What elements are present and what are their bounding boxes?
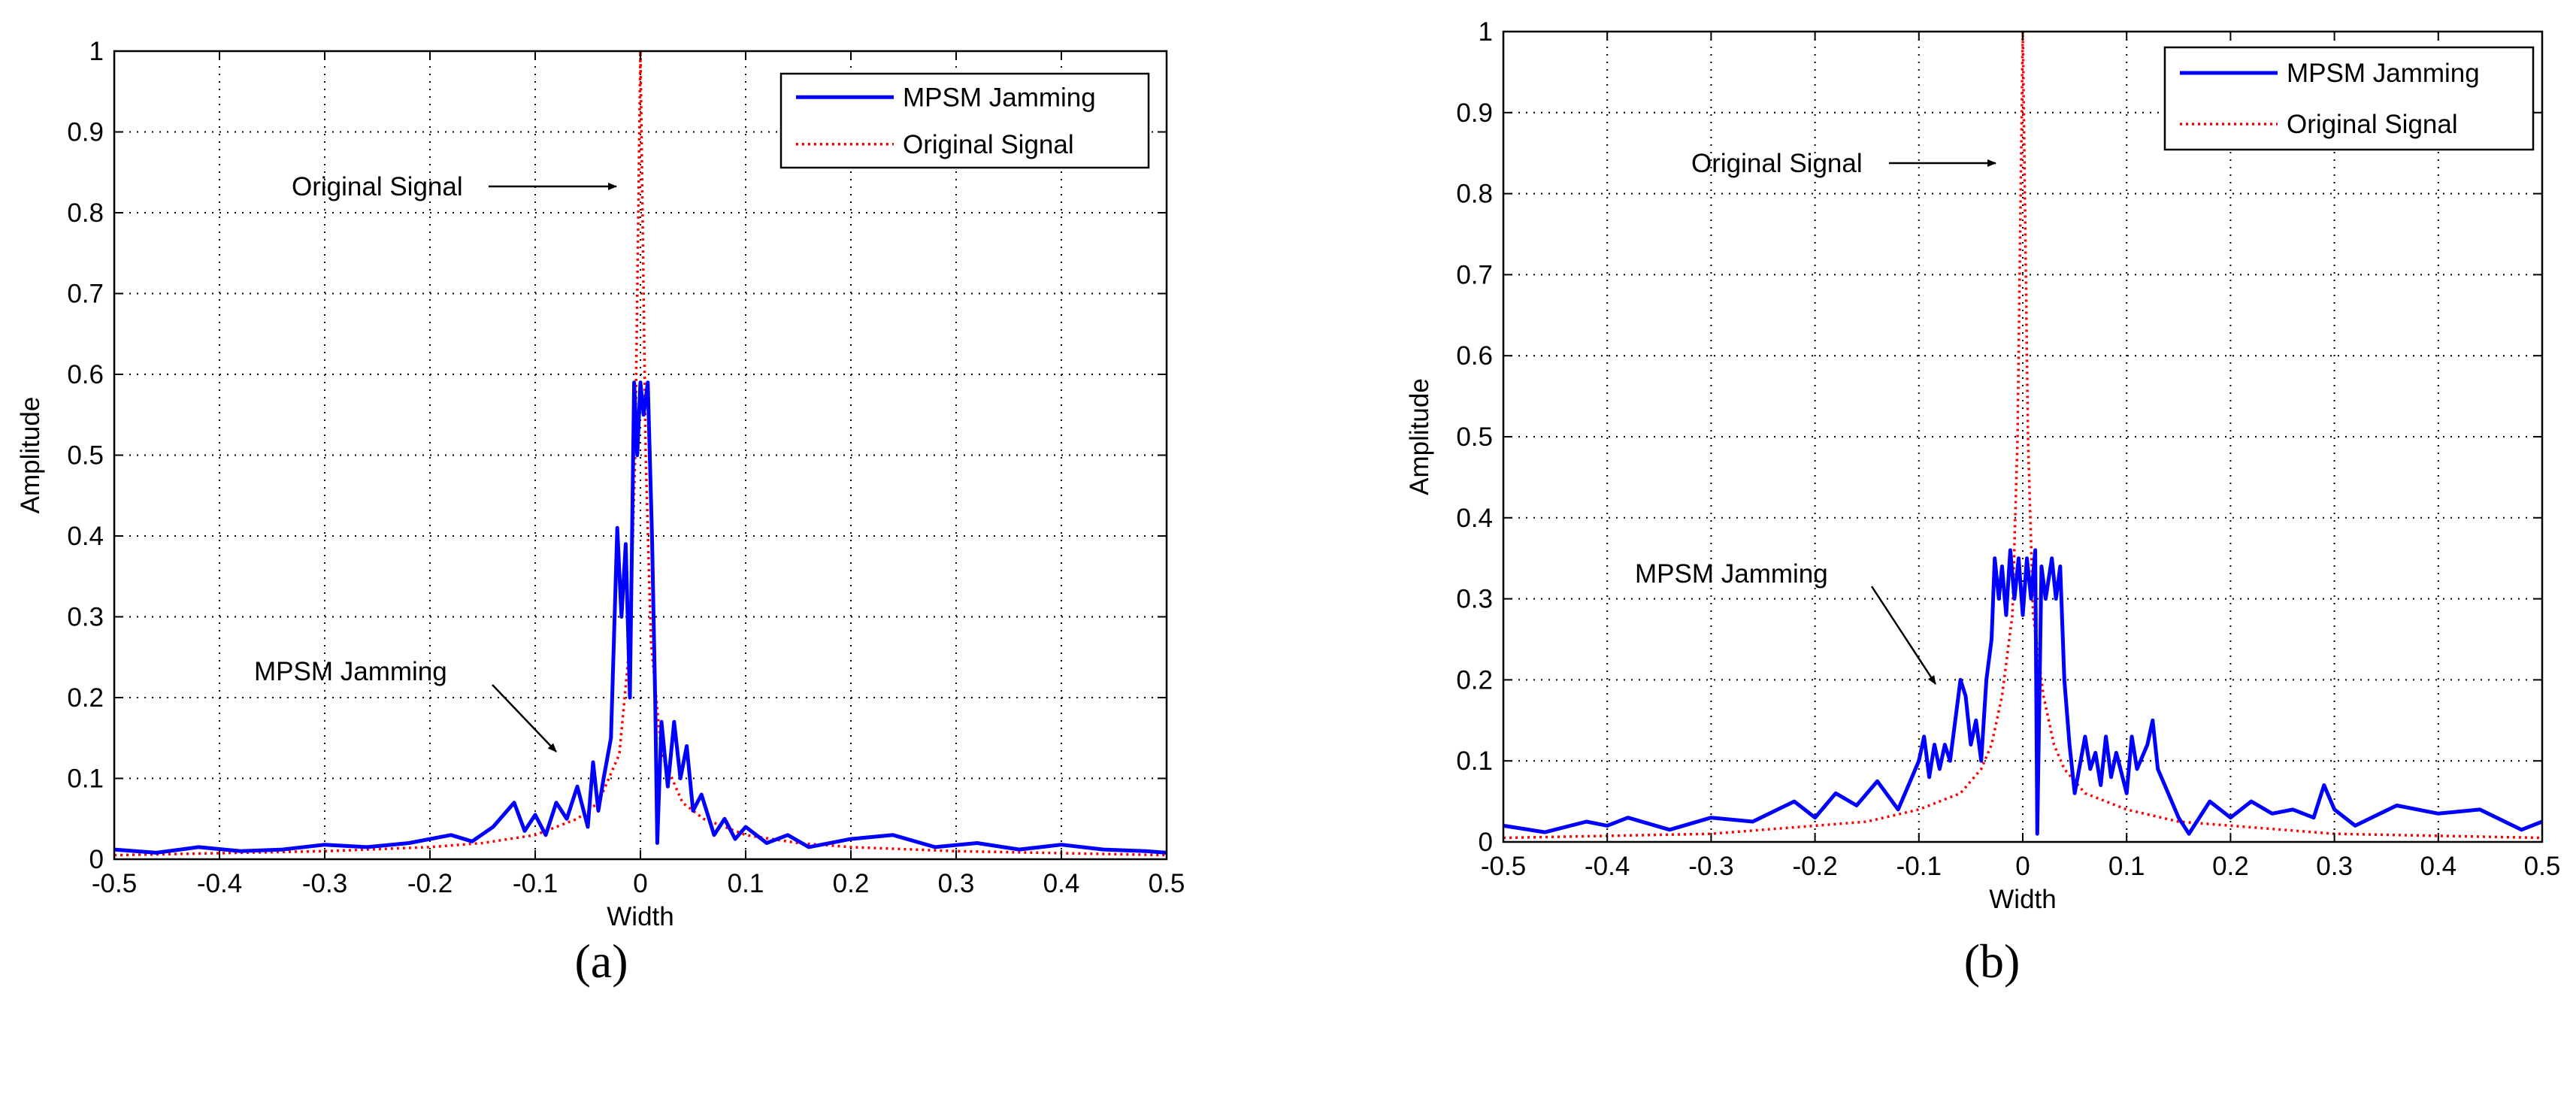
annotation-arrow: [492, 684, 557, 752]
y-tick-label: 1: [89, 37, 104, 66]
y-tick-label: 0.1: [1456, 746, 1493, 776]
y-tick-label: 0.9: [67, 118, 104, 147]
x-tick-label: -0.5: [1481, 852, 1526, 881]
y-tick-label: 0.3: [67, 603, 104, 632]
y-tick-label: 0.6: [1456, 341, 1493, 371]
x-tick-label: 0.3: [2316, 852, 2353, 881]
y-tick-label: 0.3: [1456, 585, 1493, 614]
x-tick-label: 0.2: [833, 869, 870, 898]
x-tick-label: 0: [2015, 852, 2030, 881]
legend-label: MPSM Jamming: [2287, 59, 2480, 88]
legend-label: Original Signal: [903, 130, 1074, 159]
y-tick-label: 0.5: [67, 441, 104, 471]
x-tick-label: -0.1: [1896, 852, 1942, 881]
y-tick-label: 0.5: [1456, 422, 1493, 452]
x-axis-label: Width: [1989, 885, 2056, 914]
legend-label: Original Signal: [2287, 110, 2458, 139]
y-axis-label: Amplitude: [16, 397, 45, 514]
y-tick-label: 0.4: [1456, 504, 1493, 533]
y-tick-label: 0.6: [67, 360, 104, 389]
legend: MPSM Jamming Original Signal: [779, 72, 1150, 169]
x-tick-label: -0.1: [513, 869, 558, 898]
y-tick-label: 0.4: [67, 522, 104, 551]
x-tick-label: -0.2: [407, 869, 453, 898]
y-tick-label: 0.8: [1456, 180, 1493, 209]
legend-box: [2163, 46, 2535, 151]
y-tick-label: 0.7: [67, 280, 104, 309]
x-tick-label: -0.4: [197, 869, 242, 898]
y-tick-label: 0.7: [1456, 260, 1493, 289]
x-axis-label: Width: [607, 902, 674, 931]
annotation-label: MPSM Jamming: [254, 657, 447, 686]
x-tick-label: 0: [633, 869, 647, 898]
x-tick-label: 0.2: [2212, 852, 2249, 881]
x-tick-label: -0.2: [1792, 852, 1837, 881]
series-line-original-signal: [114, 50, 1167, 857]
annotation-label: MPSM Jamming: [1635, 559, 1828, 589]
x-tick-label: 0.4: [1043, 869, 1080, 898]
series-line-mpsm-jamming: [1503, 548, 2543, 836]
y-tick-label: 0.2: [67, 683, 104, 713]
y-tick-label: 1: [1479, 17, 1493, 47]
legend-box: [779, 72, 1150, 169]
y-tick-label: 0: [89, 845, 104, 874]
legend: MPSM Jamming Original Signal: [2163, 46, 2535, 151]
x-tick-label: 0.1: [2108, 852, 2145, 881]
y-tick-label: 0.8: [67, 198, 104, 228]
y-tick-label: 0.9: [1456, 98, 1493, 128]
x-tick-label: -0.4: [1585, 852, 1630, 881]
annotation-label: Original Signal: [292, 172, 463, 201]
panel-label-a: (a): [574, 934, 628, 988]
legend-label: MPSM Jamming: [903, 83, 1096, 112]
x-tick-label: -0.3: [1688, 852, 1733, 881]
y-tick-label: 0.2: [1456, 665, 1493, 695]
annotation-arrow: [1870, 586, 1937, 685]
y-tick-label: 0.1: [67, 764, 104, 794]
x-tick-label: 0.3: [938, 869, 975, 898]
chart-panel-b: -0.5 -0.4 -0.3 -0.2 -0.1 0 0.1 0.2 0.3 0.4 0.5 0 0.1…: [1405, 17, 2560, 914]
y-axis-label: Amplitude: [1405, 378, 1434, 495]
series-line-mpsm-jamming: [114, 380, 1167, 855]
annotation-label: Original Signal: [1691, 149, 1863, 178]
x-tick-label: 0.5: [2524, 852, 2561, 881]
x-tick-label: 0.1: [728, 869, 764, 898]
x-tick-label: 0.4: [2420, 852, 2456, 881]
x-tick-label: -0.3: [302, 869, 347, 898]
x-tick-label: 0.5: [1149, 869, 1185, 898]
x-tick-label: -0.5: [92, 869, 137, 898]
panel-label-b: (b): [1964, 934, 2021, 988]
y-tick-label: 0: [1479, 828, 1493, 857]
chart-panel-a: -0.5 -0.4 -0.3 -0.2 -0.1 0 0.1 0.2 0.3 0.4 0.5 0 0.1…: [16, 37, 1185, 931]
